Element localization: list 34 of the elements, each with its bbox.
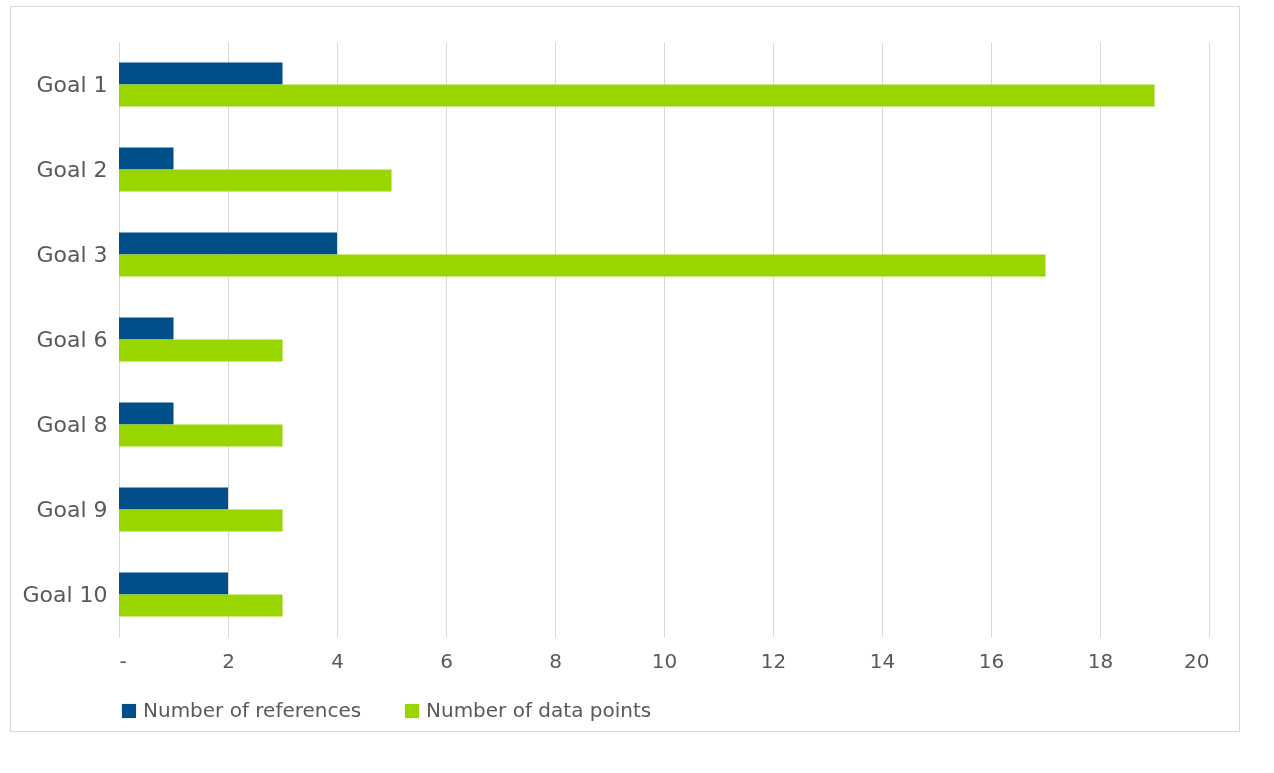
- x-tick-label: 6: [440, 648, 453, 673]
- bar: [119, 424, 283, 447]
- bar: [119, 232, 337, 255]
- y-tick-label: Goal 3: [36, 241, 108, 267]
- bar: [119, 594, 283, 617]
- x-tick-label: 16: [978, 648, 1005, 673]
- x-tick-label: 4: [331, 648, 344, 673]
- bar: [119, 62, 283, 85]
- y-tick-label: Goal 6: [36, 326, 108, 352]
- bar: [119, 572, 228, 595]
- bar: [119, 147, 174, 170]
- legend-label: Number of references: [143, 698, 362, 722]
- y-tick-label: Goal 10: [22, 581, 108, 607]
- x-tick-label: -: [119, 648, 127, 673]
- y-tick-label: Goal 9: [36, 496, 108, 522]
- y-tick-label: Goal 8: [36, 411, 108, 437]
- x-tick-label: 2: [222, 648, 235, 673]
- bar: [119, 317, 174, 340]
- x-tick-label: 8: [549, 648, 562, 673]
- x-tick-label: 10: [651, 648, 678, 673]
- bar: [119, 509, 283, 532]
- y-tick-label: Goal 1: [36, 71, 108, 97]
- x-tick-label: 18: [1087, 648, 1114, 673]
- y-tick-label: Goal 2: [36, 156, 108, 182]
- x-tick-label: 14: [869, 648, 896, 673]
- bar: [119, 254, 1046, 277]
- x-tick-label: 20: [1184, 648, 1210, 673]
- x-tick-label: 12: [760, 648, 787, 673]
- bar: [119, 402, 174, 425]
- bar: [119, 84, 1155, 107]
- bar: [119, 339, 283, 362]
- bar: [119, 487, 228, 510]
- legend-label: Number of data points: [426, 698, 652, 722]
- bar: [119, 169, 392, 192]
